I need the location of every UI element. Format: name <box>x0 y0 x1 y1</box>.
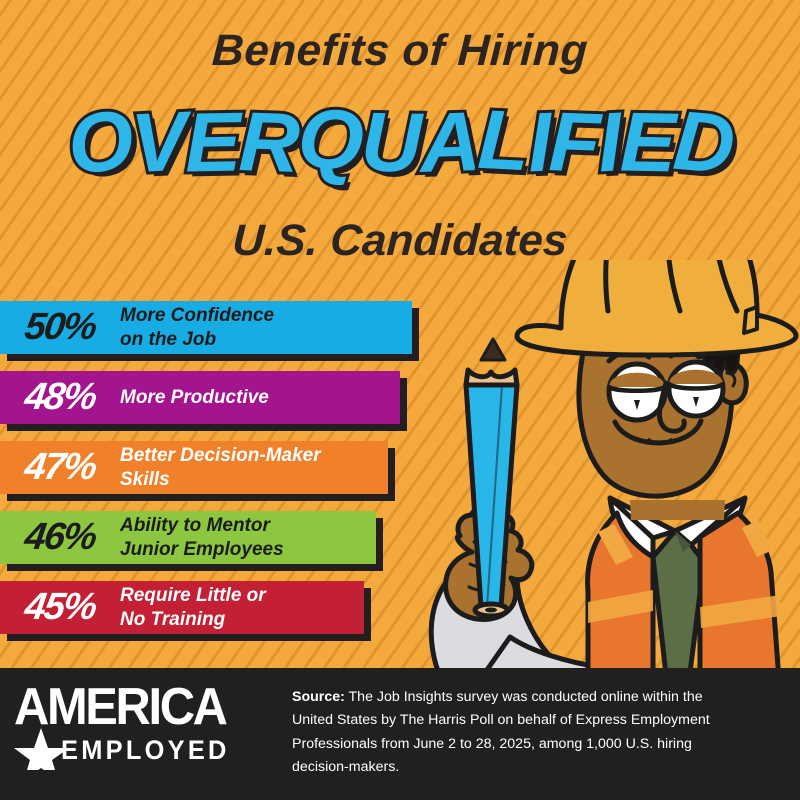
svg-text:AMERICA: AMERICA <box>14 680 228 735</box>
svg-text:EMPLOYED: EMPLOYED <box>61 734 230 765</box>
